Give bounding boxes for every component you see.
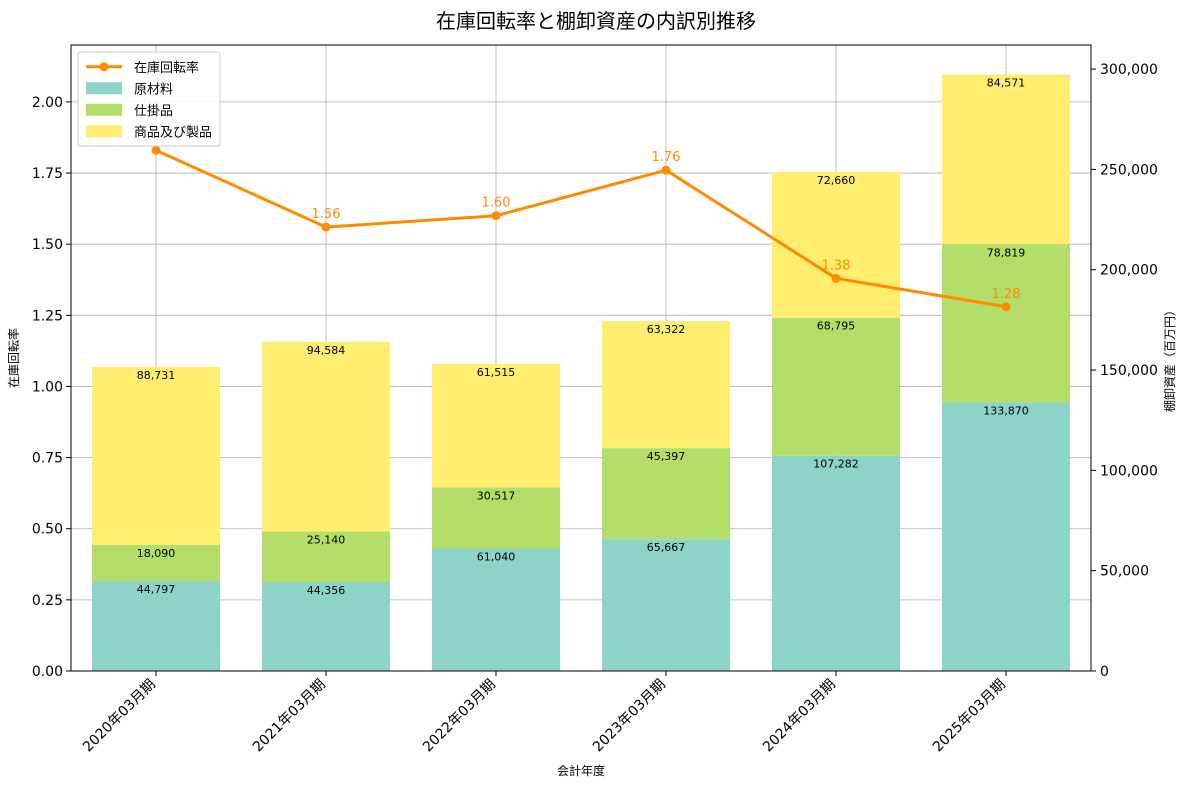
bar-segment-0-5 xyxy=(942,402,1070,671)
bar-value-label: 44,797 xyxy=(137,583,176,596)
right-tick-label: 0 xyxy=(1100,664,1109,680)
left-tick-label: 0.25 xyxy=(32,593,63,609)
plot-frame xyxy=(70,44,1092,672)
x-tick-label: 2023年03月期 xyxy=(590,677,669,756)
x-tick-label: 2020年03月期 xyxy=(80,677,159,756)
left-tick-label: 1.25 xyxy=(32,308,63,324)
bar-segment-1-2 xyxy=(432,487,560,549)
left-tick-label: 0.50 xyxy=(32,522,63,538)
bar-value-label: 30,517 xyxy=(477,489,516,502)
legend-label: 在庫回転率 xyxy=(134,60,199,76)
right-tick-label: 100,000 xyxy=(1100,463,1158,479)
left-tick-label: 1.00 xyxy=(32,379,63,395)
turnover-line: 1.56 1.60 1.76 1.38 1.28 xyxy=(151,145,1021,312)
turnover-value-label: 1.56 xyxy=(312,207,341,222)
bar-value-label: 61,515 xyxy=(477,366,516,379)
x-tick-label: 2024年03月期 xyxy=(760,677,839,756)
left-tick-label: 1.50 xyxy=(32,237,63,253)
x-tick-label: 2021年03月期 xyxy=(250,677,329,756)
turnover-point xyxy=(831,273,841,283)
bar-segment-2-5 xyxy=(942,74,1070,245)
legend-label: 商品及び製品 xyxy=(134,125,212,140)
legend-box xyxy=(77,51,221,147)
right-tick-label: 150,000 xyxy=(1100,363,1158,379)
chart-title: 在庫回転率と棚卸資産の内訳別推移 xyxy=(436,9,756,33)
bar-segment-1-1 xyxy=(262,531,390,583)
legend-swatch xyxy=(86,82,122,95)
bar-value-label: 94,584 xyxy=(307,344,346,357)
bar-segment-2-0 xyxy=(92,366,220,545)
bar-segment-0-2 xyxy=(432,548,560,671)
legend-swatch-marker xyxy=(99,62,109,72)
grid-lines xyxy=(71,45,1091,672)
right-tick-label: 50,000 xyxy=(1100,564,1149,580)
legend-label: 仕掛品 xyxy=(134,104,173,119)
right-tick-label: 250,000 xyxy=(1100,162,1158,178)
bar-value-label: 72,660 xyxy=(817,174,856,187)
turnover-point xyxy=(321,222,331,232)
bar-value-label: 107,282 xyxy=(813,458,859,471)
bar-value-labels: 44,797 44,356 61,040 65,667 107,282 133,870 18… xyxy=(137,77,1029,597)
bar-segment-2-1 xyxy=(262,341,390,532)
legend-label: 原材料 xyxy=(134,82,173,97)
left-tick-label: 0.75 xyxy=(32,451,63,467)
bar-value-label: 84,571 xyxy=(987,77,1026,90)
bar-segment-1-4 xyxy=(772,317,900,456)
left-tick-label: 1.75 xyxy=(32,166,63,182)
bar-value-label: 45,397 xyxy=(647,450,686,463)
bar-value-label: 18,090 xyxy=(137,547,176,560)
x-tick-label: 2025年03月期 xyxy=(930,677,1009,756)
bar-segment-0-0 xyxy=(92,581,220,671)
turnover-polyline xyxy=(155,148,1007,309)
stacked-bars xyxy=(92,74,1070,671)
bar-segment-2-4 xyxy=(772,171,900,318)
left-y-axis-label: 在庫回転率 xyxy=(6,328,21,388)
bar-segment-1-3 xyxy=(602,448,730,540)
turnover-value-label: 1.28 xyxy=(992,287,1021,302)
x-axis-label: 会計年度 xyxy=(557,763,605,778)
turnover-point xyxy=(491,211,501,221)
left-tick-label: 2.00 xyxy=(32,95,63,111)
bar-segment-1-5 xyxy=(942,244,1070,403)
bar-value-label: 25,140 xyxy=(307,534,346,547)
bar-segment-0-1 xyxy=(262,582,390,671)
bar-value-label: 88,731 xyxy=(137,369,176,382)
bar-value-label: 78,819 xyxy=(987,246,1026,259)
turnover-value-label: 1.60 xyxy=(482,196,511,211)
right-y-axis-label: 棚卸資産（百万円） xyxy=(1162,304,1177,412)
right-tick-label: 300,000 xyxy=(1100,62,1158,78)
bar-value-label: 68,795 xyxy=(817,320,856,333)
bar-value-label: 65,667 xyxy=(647,541,686,554)
bar-segment-0-3 xyxy=(602,539,730,671)
x-tick-label: 2022年03月期 xyxy=(420,677,499,756)
bar-segment-1-0 xyxy=(92,544,220,582)
turnover-point xyxy=(151,145,161,155)
bar-value-label: 133,870 xyxy=(983,404,1029,417)
turnover-point xyxy=(661,165,671,175)
bar-segment-0-4 xyxy=(772,455,900,671)
bar-segment-2-2 xyxy=(432,363,560,488)
turnover-value-label: 1.38 xyxy=(822,258,851,273)
bar-value-label: 44,356 xyxy=(307,584,346,597)
left-tick-label: 0.00 xyxy=(32,664,63,680)
right-tick-label: 200,000 xyxy=(1100,263,1158,279)
bar-value-label: 61,040 xyxy=(477,551,516,564)
bar-segment-2-3 xyxy=(602,321,730,449)
bar-value-label: 63,322 xyxy=(647,323,686,336)
turnover-value-label: 1.76 xyxy=(652,150,681,165)
turnover-point xyxy=(1001,302,1011,312)
legend-swatch xyxy=(86,125,122,138)
legend-swatch xyxy=(86,103,122,116)
